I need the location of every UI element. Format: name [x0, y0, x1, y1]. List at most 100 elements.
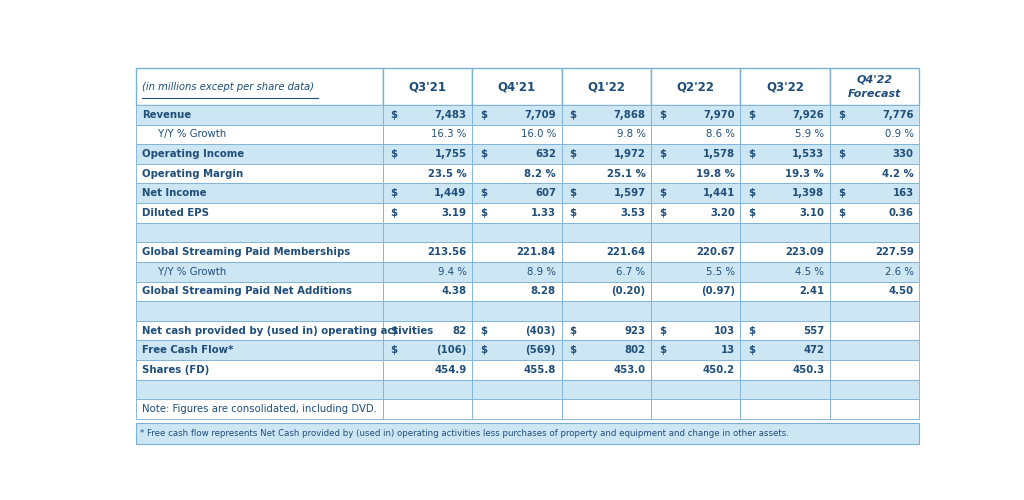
Bar: [472, 144, 561, 164]
Text: $: $: [569, 208, 577, 218]
Bar: [651, 203, 740, 222]
Bar: [383, 124, 472, 144]
Text: 1,533: 1,533: [793, 149, 824, 159]
Text: $: $: [569, 326, 577, 336]
Text: 8.2 %: 8.2 %: [524, 168, 556, 178]
Text: 8.28: 8.28: [530, 286, 556, 296]
Text: 2.41: 2.41: [799, 286, 824, 296]
Text: 1,578: 1,578: [702, 149, 735, 159]
Text: 557: 557: [803, 326, 824, 336]
Text: 23.5 %: 23.5 %: [428, 168, 467, 178]
Text: 3.20: 3.20: [710, 208, 735, 218]
Text: $: $: [569, 188, 577, 198]
Bar: [740, 321, 829, 340]
Text: 2.6 %: 2.6 %: [885, 266, 913, 276]
Text: Net Income: Net Income: [142, 188, 207, 198]
Text: (in millions except per share data): (in millions except per share data): [142, 82, 314, 92]
Text: 221.84: 221.84: [517, 247, 556, 257]
Bar: [561, 242, 651, 262]
Bar: [740, 380, 829, 399]
Bar: [829, 222, 920, 242]
Bar: [136, 360, 383, 380]
Bar: [561, 68, 651, 105]
Text: $: $: [658, 110, 666, 120]
Text: 7,868: 7,868: [613, 110, 645, 120]
Text: 1,398: 1,398: [793, 188, 824, 198]
Bar: [651, 399, 740, 419]
Bar: [829, 242, 920, 262]
Bar: [136, 399, 383, 419]
Bar: [136, 282, 383, 301]
Bar: [136, 105, 383, 124]
Text: 9.8 %: 9.8 %: [616, 130, 645, 140]
Text: 450.3: 450.3: [793, 365, 824, 375]
Text: $: $: [658, 208, 666, 218]
Text: Global Streaming Paid Memberships: Global Streaming Paid Memberships: [142, 247, 350, 257]
Bar: [829, 301, 920, 321]
Text: 923: 923: [625, 326, 645, 336]
Text: (0.97): (0.97): [700, 286, 735, 296]
Bar: [561, 321, 651, 340]
Text: 25.1 %: 25.1 %: [606, 168, 645, 178]
Text: Q3'21: Q3'21: [409, 80, 446, 94]
Bar: [651, 242, 740, 262]
Text: 213.56: 213.56: [427, 247, 467, 257]
Text: Operating Margin: Operating Margin: [142, 168, 244, 178]
Bar: [651, 105, 740, 124]
Bar: [829, 282, 920, 301]
Text: $: $: [569, 345, 577, 355]
Text: $: $: [749, 345, 756, 355]
Bar: [561, 262, 651, 281]
Bar: [561, 184, 651, 203]
Bar: [472, 360, 561, 380]
Text: 3.19: 3.19: [441, 208, 467, 218]
Bar: [740, 242, 829, 262]
Bar: [651, 301, 740, 321]
Bar: [561, 222, 651, 242]
Text: $: $: [480, 110, 487, 120]
Bar: [383, 321, 472, 340]
Bar: [561, 105, 651, 124]
Bar: [383, 282, 472, 301]
Text: 4.50: 4.50: [889, 286, 913, 296]
Text: 7,709: 7,709: [524, 110, 556, 120]
Bar: [829, 164, 920, 184]
Text: $: $: [390, 149, 397, 159]
Bar: [472, 282, 561, 301]
Bar: [740, 301, 829, 321]
Bar: [651, 222, 740, 242]
Text: Q3'22: Q3'22: [766, 80, 804, 94]
Bar: [472, 321, 561, 340]
Bar: [829, 262, 920, 281]
Text: 7,483: 7,483: [434, 110, 467, 120]
Text: 8.9 %: 8.9 %: [527, 266, 556, 276]
Bar: [829, 380, 920, 399]
Text: 1,755: 1,755: [434, 149, 467, 159]
Text: 221.64: 221.64: [606, 247, 645, 257]
Text: 472: 472: [803, 345, 824, 355]
Bar: [472, 222, 561, 242]
Text: 0.36: 0.36: [889, 208, 913, 218]
Text: 163: 163: [893, 188, 913, 198]
Bar: [829, 105, 920, 124]
Text: $: $: [480, 326, 487, 336]
Text: 16.0 %: 16.0 %: [521, 130, 556, 140]
Bar: [561, 301, 651, 321]
Text: $: $: [390, 208, 397, 218]
Text: $: $: [658, 188, 666, 198]
Text: (106): (106): [436, 345, 467, 355]
Bar: [561, 282, 651, 301]
Text: 19.8 %: 19.8 %: [696, 168, 735, 178]
Text: 103: 103: [714, 326, 735, 336]
Text: 1,441: 1,441: [702, 188, 735, 198]
Bar: [383, 184, 472, 203]
Bar: [740, 282, 829, 301]
Bar: [651, 124, 740, 144]
Text: * Free cash flow represents Net Cash provided by (used in) operating activities : * Free cash flow represents Net Cash pro…: [140, 429, 788, 438]
Bar: [829, 203, 920, 222]
Text: $: $: [658, 326, 666, 336]
Bar: [651, 262, 740, 281]
Text: 9.4 %: 9.4 %: [437, 266, 467, 276]
Text: Q4'21: Q4'21: [498, 80, 536, 94]
Bar: [472, 68, 561, 105]
